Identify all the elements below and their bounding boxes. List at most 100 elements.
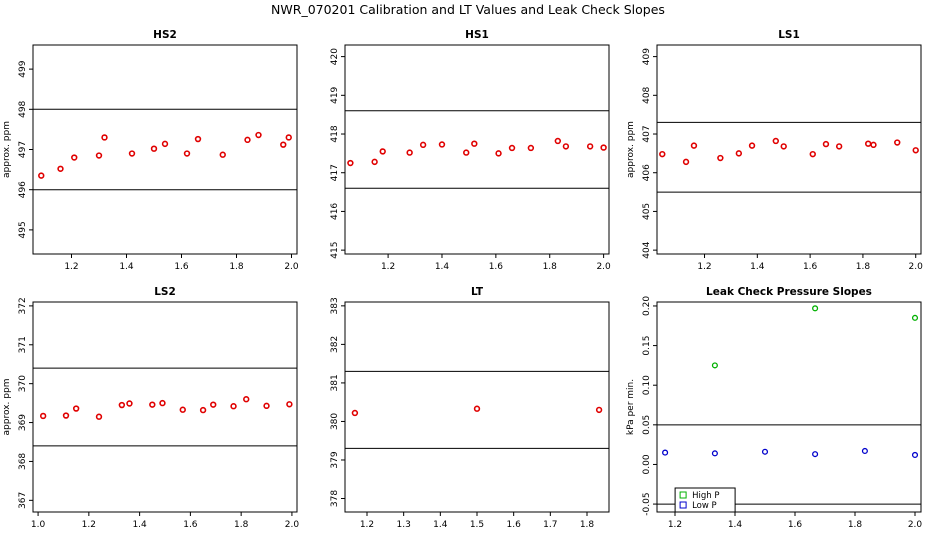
data-point <box>183 150 191 157</box>
data-point <box>150 145 158 152</box>
data-point <box>690 142 698 149</box>
y-tick-label: 0.15 <box>642 336 652 356</box>
plot-frame <box>32 301 298 513</box>
y-tick-label: 404 <box>642 241 652 258</box>
x-tick-label: 1.2 <box>697 262 711 272</box>
data-point <box>379 148 386 155</box>
y-tick-label: 408 <box>642 86 652 103</box>
data-point <box>62 412 70 419</box>
data-point <box>595 406 603 414</box>
data-point <box>244 136 251 144</box>
data-point <box>870 141 877 149</box>
data-point <box>894 139 901 146</box>
x-tick-label: 2.0 <box>596 262 611 272</box>
y-axis-label: approx. ppm <box>626 121 636 178</box>
data-point <box>286 401 293 408</box>
data-point <box>210 401 217 408</box>
legend-swatch <box>679 501 687 509</box>
x-tick-label: 1.3 <box>397 520 411 530</box>
x-tick-label: 2.0 <box>909 262 924 272</box>
x-tick-label: 1.8 <box>856 262 871 272</box>
data-point <box>95 152 103 159</box>
data-point <box>463 149 470 156</box>
data-point <box>419 141 427 149</box>
x-tick-label: 1.2 <box>668 520 682 530</box>
data-point <box>179 406 186 413</box>
y-tick-label: 409 <box>642 48 652 65</box>
y-tick-label: 383 <box>330 297 340 314</box>
data-point <box>149 401 156 408</box>
data-point <box>95 413 103 420</box>
legend-swatch <box>679 491 687 499</box>
data-point <box>780 143 787 150</box>
y-tick-label: 370 <box>18 375 28 392</box>
panel-title: Leak Check Pressure Slopes <box>706 286 872 298</box>
y-tick-label: 496 <box>18 181 28 198</box>
x-tick-label: 1.5 <box>470 520 484 530</box>
plot-frame <box>656 301 922 513</box>
panel-title: HS2 <box>153 29 177 41</box>
y-tick-label: 416 <box>330 203 340 220</box>
x-tick-label: 1.2 <box>64 262 78 272</box>
x-tick-label: 1.2 <box>82 520 96 530</box>
y-axis-label: approx. ppm <box>2 121 12 178</box>
y-tick-label: 0.00 <box>642 454 652 474</box>
data-point <box>527 144 535 152</box>
x-tick-label: 1.4 <box>433 520 448 530</box>
y-tick-label: 420 <box>330 48 340 65</box>
x-tick-label: 1.8 <box>848 520 863 530</box>
y-axis-label: kPa per min. <box>626 379 636 435</box>
data-point <box>508 144 516 152</box>
data-point-high-p <box>812 305 819 312</box>
data-point <box>371 158 378 166</box>
x-tick-label: 2.0 <box>284 262 299 272</box>
data-point <box>471 140 478 147</box>
x-tick-label: 1.8 <box>234 520 249 530</box>
data-point <box>255 131 262 139</box>
panel-title: LT <box>471 286 484 298</box>
y-tick-label: 405 <box>642 203 652 220</box>
data-point <box>161 140 169 148</box>
y-tick-label: 371 <box>18 336 28 353</box>
x-tick-label: 2.0 <box>285 520 300 530</box>
data-point <box>554 137 562 145</box>
x-tick-label: 1.4 <box>435 262 450 272</box>
data-point <box>243 396 250 403</box>
data-point <box>717 154 724 162</box>
data-point <box>159 399 166 407</box>
data-point <box>39 412 47 420</box>
page-title: NWR_070201 Calibration and LT Values and… <box>271 2 665 17</box>
x-tick-label: 1.6 <box>489 262 504 272</box>
legend-label: High P <box>692 491 719 501</box>
y-tick-label: 417 <box>330 164 340 181</box>
y-tick-label: 495 <box>18 221 28 238</box>
y-tick-label: 0.20 <box>642 296 652 316</box>
data-point <box>219 151 226 158</box>
data-point <box>748 142 756 149</box>
data-point-high-p <box>711 362 718 369</box>
x-tick-label: 1.2 <box>381 262 395 272</box>
data-point <box>600 144 607 151</box>
x-tick-label: 2.0 <box>908 520 923 530</box>
x-tick-label: 1.6 <box>183 520 198 530</box>
y-tick-label: 499 <box>18 60 28 77</box>
y-tick-label: 407 <box>642 125 652 142</box>
data-point <box>38 172 45 179</box>
x-tick-label: 1.4 <box>119 262 134 272</box>
y-tick-label: 382 <box>330 336 340 353</box>
y-tick-label: 378 <box>330 490 340 507</box>
data-point <box>351 409 359 417</box>
x-tick-label: 1.4 <box>132 520 147 530</box>
data-point <box>230 403 237 410</box>
data-point-low-p <box>911 451 919 458</box>
data-point <box>118 401 126 409</box>
data-point <box>72 405 80 412</box>
x-tick-label: 1.6 <box>788 520 803 530</box>
y-tick-label: 0.05 <box>642 415 652 435</box>
data-point <box>280 141 287 148</box>
data-point <box>438 141 446 148</box>
data-point <box>347 159 354 167</box>
